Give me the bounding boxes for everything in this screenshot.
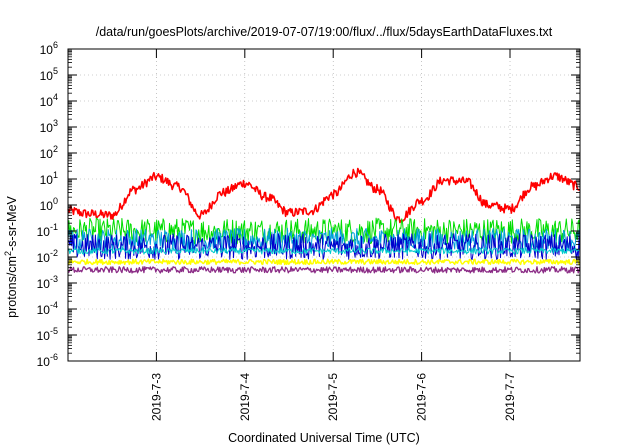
axis-ticks: 10-6 10-5 10-4 10-3 10-2 10-1 100 101 102 103 104 1… [37,40,580,421]
series-line-1 [67,167,581,224]
series-line-6 [67,258,581,266]
y-tick-label: 106 [40,40,58,57]
y-tick-label: 101 [40,170,58,187]
x-tick-label: 2019-7-3 [149,373,163,421]
y-tick-label: 10-4 [37,300,58,317]
x-tick-label: 2019-7-6 [415,373,429,421]
y-tick-label: 10-6 [37,352,58,369]
y-tick-label: 102 [40,144,58,161]
chart-title: /data/run/goesPlots/archive/2019-07-07/1… [96,25,553,39]
y-axis-title: protons/cm2-s-sr-MeV [3,195,19,317]
y-tick-label: 10-5 [37,326,58,343]
grid-lines [68,49,580,361]
y-tick-label: 10-2 [37,248,58,265]
x-tick-label: 2019-7-5 [326,373,340,421]
x-axis-title: Coordinated Universal Time (UTC) [228,431,420,445]
y-tick-label: 103 [40,118,58,135]
series-line-7 [68,266,581,274]
data-series [67,167,581,274]
series-line-3 [67,227,581,253]
y-tick-label: 104 [40,92,58,109]
x-tick-label: 2019-7-4 [238,373,252,421]
series-line-5 [67,247,581,255]
y-tick-label: 10-1 [37,222,58,239]
y-tick-label: 10-3 [37,274,58,291]
x-tick-label: 2019-7-7 [503,373,517,421]
y-tick-label: 100 [40,196,58,213]
series-line-4 [67,233,581,261]
y-tick-label: 105 [40,66,58,83]
